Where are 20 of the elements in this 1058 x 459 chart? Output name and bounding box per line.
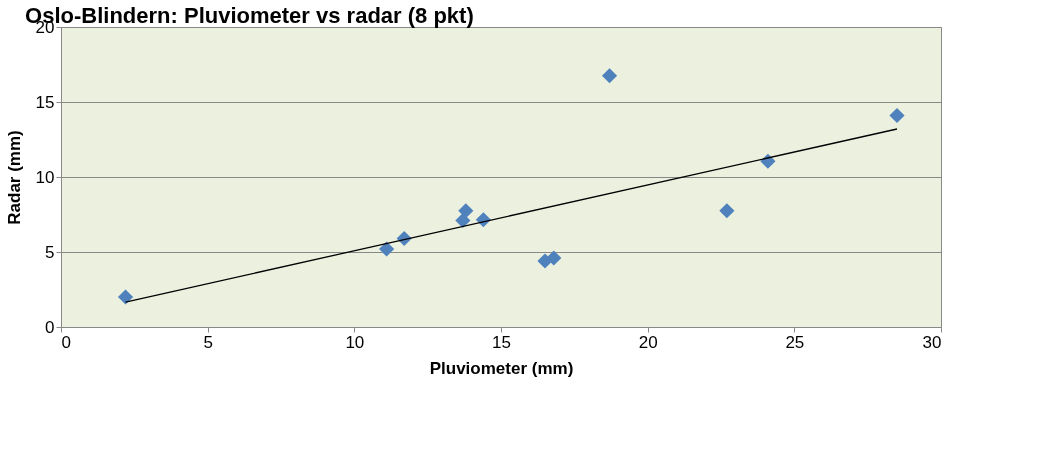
x-tick-label: 15 <box>492 332 511 352</box>
point <box>379 241 395 257</box>
x-tick-label: 5 <box>203 332 213 352</box>
x-tick-label: 0 <box>61 332 71 352</box>
x-tick-label: 10 <box>345 332 365 352</box>
point <box>889 107 905 124</box>
y-tick-label: 0 <box>45 317 55 337</box>
y-tick-label: 15 <box>35 92 55 112</box>
x-tick-label: 20 <box>638 332 658 352</box>
point <box>601 68 618 84</box>
point <box>458 203 474 219</box>
y-axis-title: Radar (mm) <box>4 130 24 225</box>
y-tick-label: 5 <box>45 242 55 262</box>
x-tick-label: 25 <box>785 332 805 352</box>
point <box>546 250 562 266</box>
point <box>117 289 134 305</box>
y-tick-label: 10 <box>35 167 55 187</box>
x-axis-title: Pluviometer (mm) <box>429 358 574 378</box>
x-tick-label: 30 <box>922 332 942 352</box>
point <box>719 203 735 219</box>
